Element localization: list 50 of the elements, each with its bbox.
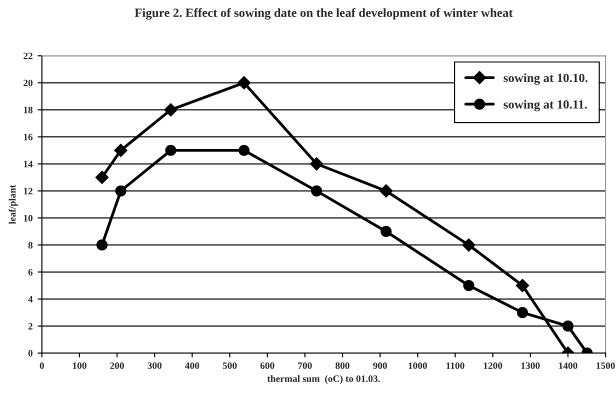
- x-tick-label: 900: [373, 362, 387, 369]
- y-tick-label: 8: [28, 242, 33, 248]
- x-tick-label: 1200: [484, 362, 502, 369]
- point: [310, 157, 324, 170]
- y-tick-label: 18: [24, 106, 33, 114]
- point: [238, 144, 250, 156]
- x-tick-label: 1100: [446, 362, 464, 369]
- point: [165, 144, 176, 156]
- x-tick-label: 800: [336, 362, 350, 369]
- y-axis-title: leaf/plant: [8, 184, 18, 224]
- x-tick-label: 200: [110, 362, 124, 369]
- x-tick-label: 500: [222, 362, 237, 369]
- x-tick-label: 1500: [596, 362, 615, 369]
- y-tick-label: 10: [24, 214, 32, 222]
- point: [115, 185, 126, 196]
- point: [311, 185, 322, 196]
- x-tick-label: 100: [72, 362, 86, 369]
- y-tick-label: 22: [24, 52, 32, 60]
- x-tick-label: 600: [260, 362, 274, 369]
- point: [380, 226, 392, 238]
- point: [95, 170, 109, 184]
- point: [164, 103, 178, 116]
- chart-title: Figure 2. Effect of sowing date on the leaf development of winter wheat: [134, 8, 513, 20]
- x-tick-label: 300: [148, 362, 162, 369]
- y-tick-label: 0: [28, 350, 32, 357]
- x-tick-label: 1300: [521, 362, 540, 369]
- point: [379, 184, 393, 198]
- x-tick-label: 700: [298, 362, 312, 369]
- point: [562, 320, 574, 332]
- legend-label: sowing at 10.11.: [504, 100, 587, 112]
- x-tick-label: 1000: [408, 362, 427, 369]
- x-tick-label: 0: [40, 362, 44, 369]
- point: [463, 280, 474, 292]
- y-tick-label: 6: [28, 268, 33, 276]
- y-tick-label: 2: [28, 323, 32, 330]
- y-tick-label: 20: [24, 80, 32, 86]
- point: [96, 239, 108, 251]
- legend-label: sowing at 10.10.: [504, 73, 588, 85]
- y-tick-label: 16: [24, 134, 33, 140]
- point: [237, 76, 251, 90]
- point: [516, 307, 528, 318]
- point: [462, 238, 476, 252]
- point: [516, 278, 530, 292]
- x-tick-label: 400: [185, 362, 200, 369]
- point: [114, 144, 128, 157]
- y-tick-label: 12: [24, 188, 32, 194]
- x-axis-title: thermal sum (oC) to 01.03.: [267, 375, 380, 384]
- y-tick-label: 14: [24, 160, 33, 168]
- y-tick-label: 4: [28, 296, 33, 302]
- x-tick-label: 1400: [559, 362, 578, 369]
